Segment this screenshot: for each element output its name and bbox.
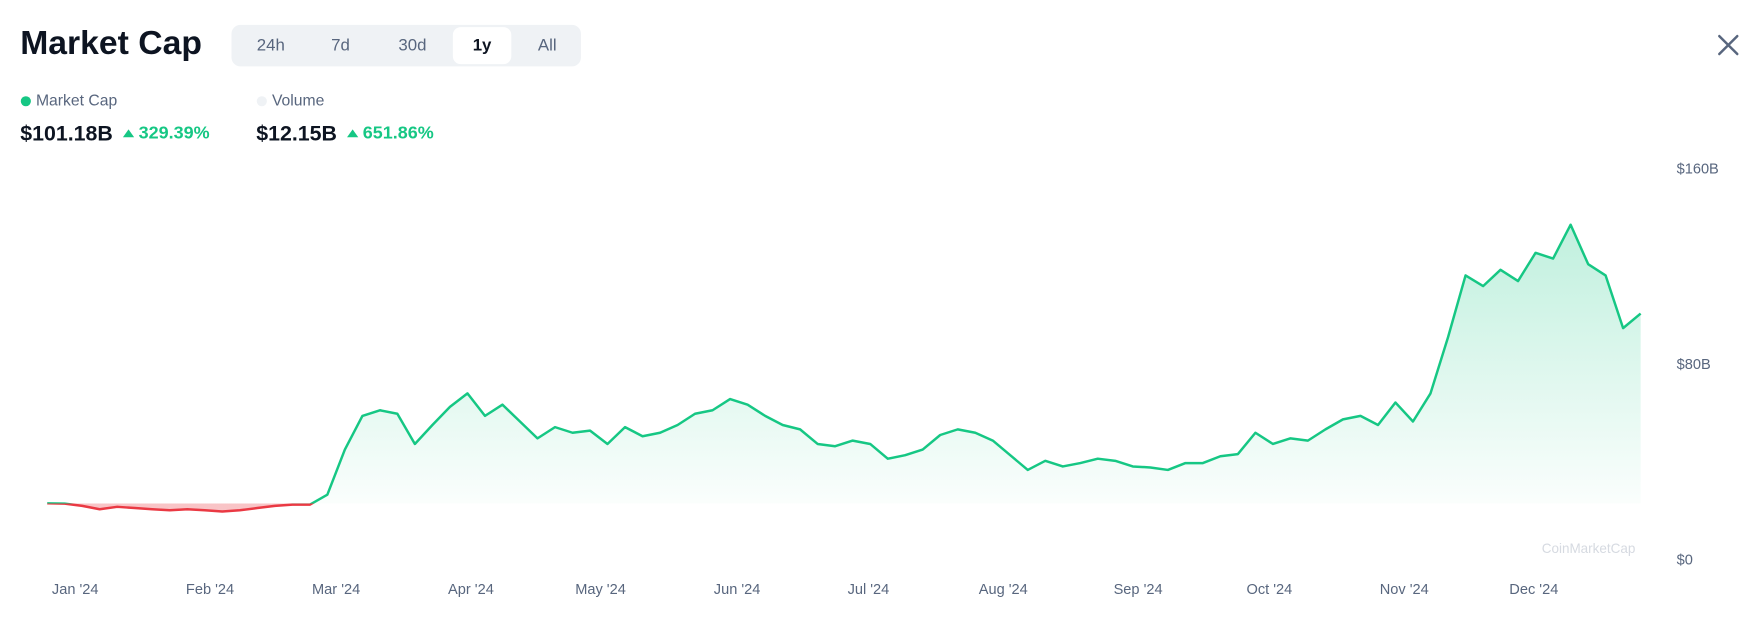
tab[interactable]: 30d <box>398 36 426 55</box>
watermark: CoinMarketCap <box>1542 541 1636 556</box>
tab[interactable]: All <box>538 36 557 55</box>
tab[interactable]: 1y <box>473 36 492 55</box>
tab[interactable]: 24h <box>257 36 285 55</box>
stat-change: 651.86% <box>363 123 434 143</box>
y-tick-label: $80B <box>1677 357 1711 373</box>
tab[interactable]: 7d <box>331 36 350 55</box>
x-tick-label: Oct '24 <box>1247 582 1293 598</box>
close-button[interactable] <box>1718 34 1739 56</box>
x-tick-label: Jul '24 <box>848 582 890 598</box>
stat-value: $101.18B <box>20 122 113 146</box>
up-arrow <box>347 129 359 138</box>
legend-dot <box>256 96 267 107</box>
x-tick-label: Aug '24 <box>979 582 1028 598</box>
title: Market Cap <box>20 24 202 62</box>
y-tick-label: $160B <box>1677 162 1719 178</box>
x-tick-label: Jun '24 <box>714 582 761 598</box>
x-tick-label: Nov '24 <box>1380 582 1429 598</box>
legend-dot <box>20 96 31 107</box>
area-fill <box>47 224 1641 512</box>
y-tick-label: $0 <box>1677 553 1693 569</box>
x-tick-label: Feb '24 <box>186 582 234 598</box>
x-tick-label: May '24 <box>575 582 626 598</box>
line <box>47 223 1642 513</box>
active-tab <box>452 27 512 65</box>
up-arrow <box>122 129 135 138</box>
legend-label: Market Cap <box>36 92 117 109</box>
x-tick-label: Mar '24 <box>312 582 360 598</box>
stat-value: $12.15B <box>256 122 337 146</box>
x-tick-label: Jan '24 <box>52 582 99 598</box>
legend-label: Volume <box>272 92 325 109</box>
stat-change: 329.39% <box>139 123 210 143</box>
x-tick-label: Dec '24 <box>1509 582 1558 598</box>
x-tick-label: Apr '24 <box>448 582 494 598</box>
x-tick-label: Sep '24 <box>1114 582 1163 598</box>
